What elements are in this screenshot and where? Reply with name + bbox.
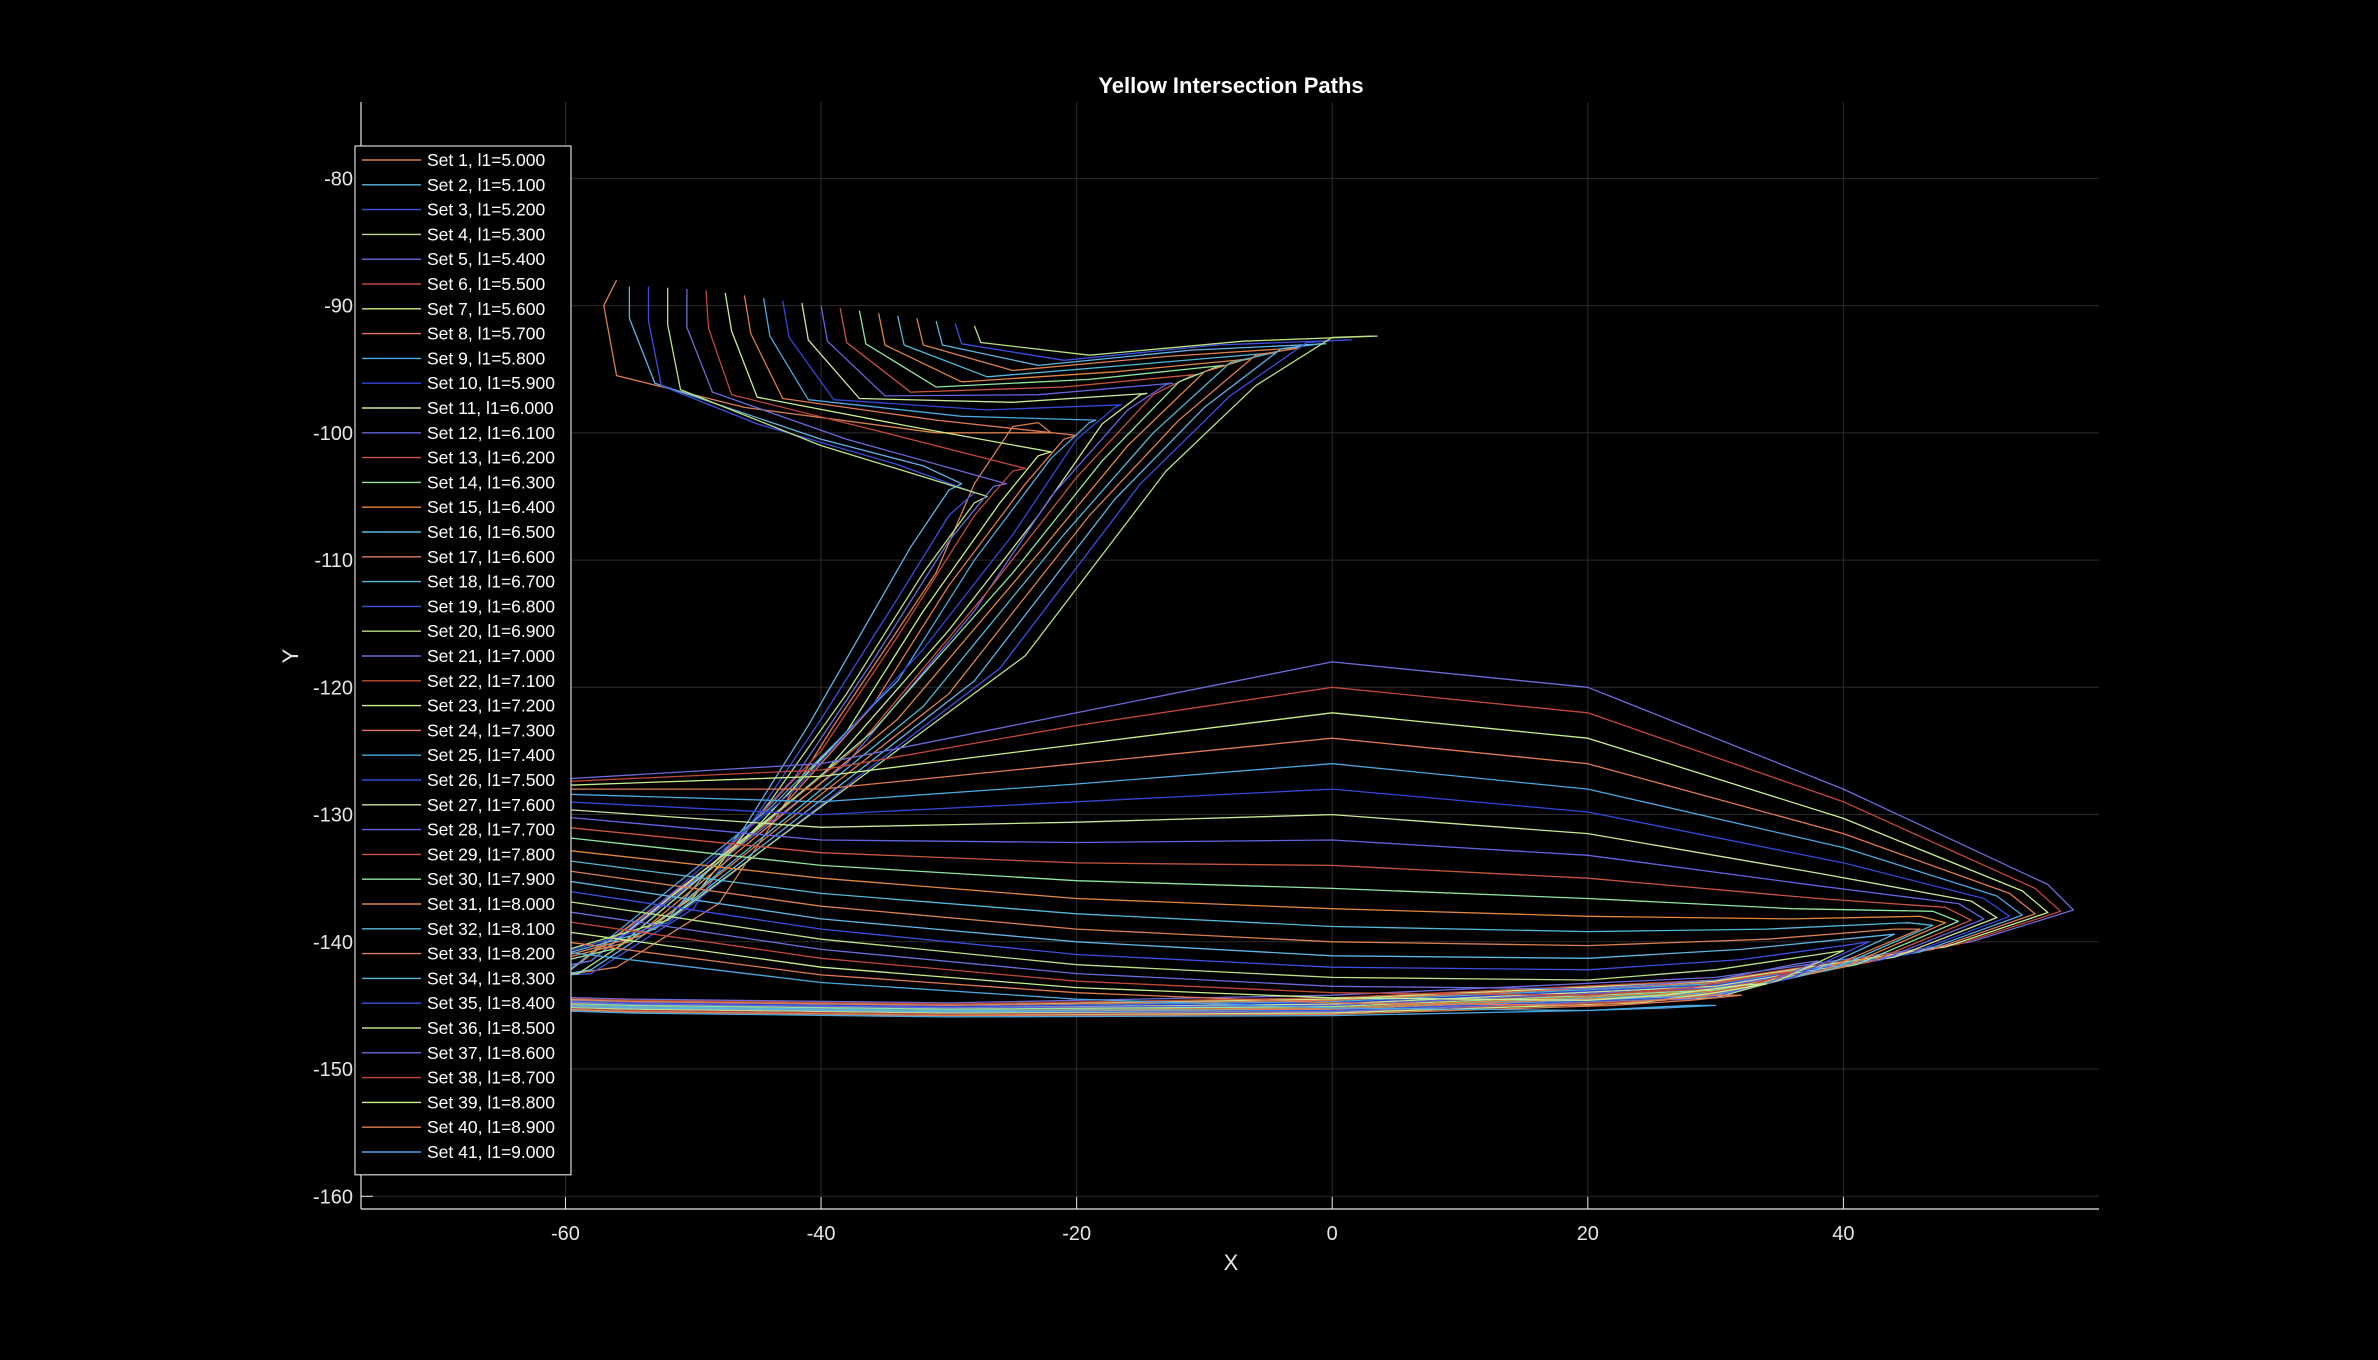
legend-entry: Set 6, l1=5.500 <box>427 274 545 294</box>
x-tick-label: -60 <box>551 1223 580 1245</box>
legend-entry: Set 19, l1=6.800 <box>427 596 555 616</box>
legend-entry: Set 18, l1=6.700 <box>427 572 555 592</box>
legend-entry: Set 15, l1=6.400 <box>427 497 555 517</box>
series-line <box>386 318 1301 1004</box>
legend-entry: Set 3, l1=5.200 <box>427 200 545 220</box>
legend-entry: Set 5, l1=5.400 <box>427 249 545 269</box>
legend-entry: Set 23, l1=7.200 <box>427 696 555 716</box>
series-line <box>386 788 2011 1008</box>
legend-entry: Set 9, l1=5.800 <box>427 348 545 368</box>
legend-entry: Set 14, l1=6.300 <box>427 472 555 492</box>
legend-entry: Set 20, l1=6.900 <box>427 621 555 641</box>
legend-entry: Set 16, l1=6.500 <box>427 522 555 542</box>
y-axis-label: Y <box>278 648 303 663</box>
legend-entry: Set 39, l1=8.800 <box>427 1092 555 1112</box>
x-tick-label: 0 <box>1327 1223 1338 1245</box>
y-tick-label: -130 <box>313 805 353 827</box>
series-line <box>386 325 1378 1004</box>
legend-entry: Set 38, l1=8.700 <box>427 1068 555 1088</box>
legend-entry: Set 11, l1=6.000 <box>427 398 554 418</box>
legend-entry: Set 41, l1=9.000 <box>427 1142 555 1162</box>
series-line <box>386 686 2062 1005</box>
y-tick-label: -140 <box>313 932 353 954</box>
series-line <box>386 821 1934 1012</box>
legend-entry: Set 30, l1=7.900 <box>427 869 555 889</box>
legend-entry: Set 8, l1=5.700 <box>427 324 545 344</box>
legend-entry: Set 36, l1=8.500 <box>427 1018 555 1038</box>
series-line <box>386 922 1717 1018</box>
series-line <box>386 859 1845 1014</box>
legend-entry: Set 33, l1=8.200 <box>427 944 555 964</box>
series-layer <box>386 279 2075 1018</box>
series-line <box>386 300 1123 1001</box>
series-line <box>386 839 1896 1013</box>
x-tick-label: -20 <box>1062 1223 1091 1245</box>
legend-entry: Set 37, l1=8.600 <box>427 1043 555 1063</box>
series-line <box>386 661 2075 1004</box>
series-line <box>386 286 976 987</box>
legend-entry: Set 24, l1=7.300 <box>427 720 555 740</box>
legend-entry: Set 28, l1=7.700 <box>427 820 555 840</box>
legend-entry: Set 25, l1=7.400 <box>427 745 555 765</box>
legend-entry: Set 26, l1=7.500 <box>427 770 555 790</box>
grid-lines <box>361 102 2099 1209</box>
y-tick-label: -110 <box>314 550 353 572</box>
legend-entry: Set 17, l1=6.600 <box>427 547 555 567</box>
legend-entry: Set 2, l1=5.100 <box>427 175 545 195</box>
y-tick-label: -120 <box>313 677 353 699</box>
legend-entry: Set 1, l1=5.000 <box>427 150 545 170</box>
y-tick-label: -100 <box>313 423 353 445</box>
series-line <box>386 315 1276 1004</box>
legend-entry: Set 22, l1=7.100 <box>427 671 555 691</box>
legend-entry: Set 13, l1=6.200 <box>427 448 555 468</box>
legend-entry: Set 31, l1=8.000 <box>427 894 555 914</box>
legend-entry: Set 12, l1=6.100 <box>427 423 555 443</box>
legend-entry: Set 7, l1=5.600 <box>427 299 545 319</box>
legend-entry: Set 35, l1=8.400 <box>427 993 555 1013</box>
x-tick-label: 20 <box>1577 1223 1599 1245</box>
legend-entry: Set 21, l1=7.000 <box>427 646 555 666</box>
series-line <box>386 806 1960 1010</box>
y-tick-label: -160 <box>313 1186 353 1208</box>
series-line <box>386 295 1078 999</box>
x-tick-label: -40 <box>807 1223 836 1245</box>
series-line <box>386 737 2036 1007</box>
y-tick-label: -80 <box>324 168 353 190</box>
legend-entry: Set 10, l1=5.900 <box>427 373 555 393</box>
series-line <box>386 909 1742 1017</box>
x-tick-label: 40 <box>1832 1223 1854 1245</box>
legend-entry: Set 40, l1=8.900 <box>427 1117 555 1137</box>
legend-entry: Set 32, l1=8.100 <box>427 919 555 939</box>
series-line <box>386 289 1008 994</box>
legend: Set 1, l1=5.000 Set 2, l1=5.100 Set 3, l1=… <box>354 145 572 1176</box>
legend-entry: Set 27, l1=7.600 <box>427 795 555 815</box>
legend-entry: Set 29, l1=7.800 <box>427 844 555 864</box>
y-tick-label: -90 <box>324 296 353 318</box>
series-line <box>386 279 1052 984</box>
series-line <box>386 313 1250 1004</box>
chart-title: Yellow Intersection Paths <box>1098 73 1363 98</box>
x-axis-label: X <box>1224 1250 1239 1275</box>
series-line <box>386 883 1793 1015</box>
legend-entry: Set 34, l1=8.300 <box>427 968 555 988</box>
series-line <box>386 297 1097 1000</box>
tick-labels: -60 -40 -20 0 20 40 -80 -90 -100 -110 -120 -130 -140… <box>313 168 1855 1245</box>
legend-entry: Set 4, l1=5.300 <box>427 224 545 244</box>
y-tick-label: -150 <box>313 1059 353 1081</box>
series-line <box>386 796 1985 1009</box>
series-line <box>386 307 1199 1004</box>
